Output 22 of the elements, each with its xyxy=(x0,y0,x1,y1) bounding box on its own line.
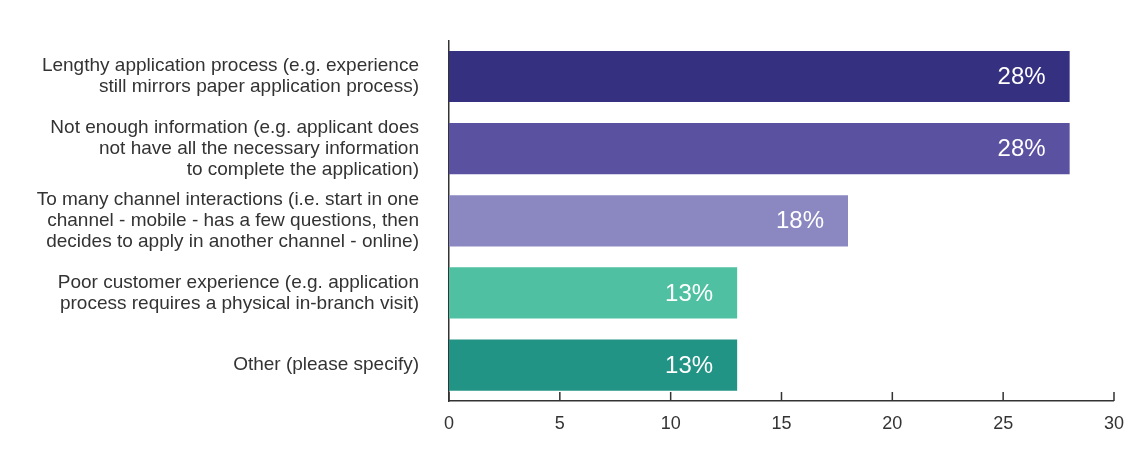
x-tick-label: 25 xyxy=(993,412,1014,433)
data-label: 13% xyxy=(665,278,714,306)
y-tick-label: Other (please specify) xyxy=(233,353,419,375)
bar xyxy=(449,267,738,319)
y-tick-label: Lengthy application process (e.g. experience still mirrors paper application process) xyxy=(41,54,419,97)
x-tick-label: 0 xyxy=(443,412,455,433)
bar xyxy=(449,339,738,391)
y-tick-label: To many channel interactions (i.e. start in one channel - mobile - has a few questions, then decides to apply in another channel - online) xyxy=(36,188,419,251)
bar xyxy=(449,50,1070,103)
y-tick-label: Poor customer experience (e.g. application process requires a physical in-branch visit) xyxy=(57,270,419,313)
bar xyxy=(449,195,848,247)
x-tick-label: 5 xyxy=(554,412,565,433)
bar xyxy=(449,123,1070,175)
x-tick-label: 15 xyxy=(771,412,792,433)
x-tick-label: 30 xyxy=(1103,412,1124,433)
x-tick-label: 20 xyxy=(882,412,903,433)
x-tick-label: 10 xyxy=(660,412,681,433)
y-tick-label: Not enough information (e.g. applicant does not have all the necessary information to complete the application) xyxy=(50,115,419,179)
data-label: 18% xyxy=(775,206,824,234)
data-label: 28% xyxy=(997,134,1046,162)
data-label: 13% xyxy=(665,350,714,378)
data-label: 28% xyxy=(997,62,1046,90)
